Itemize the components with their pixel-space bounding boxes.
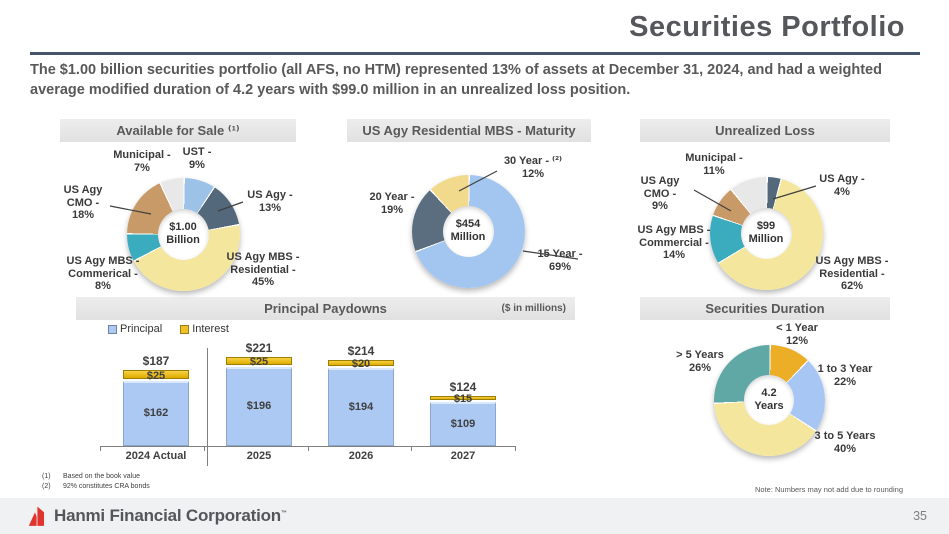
footer-brand-text: Hanmi Financial Corporation™ (54, 506, 287, 525)
legend-item-interest: Interest (180, 323, 229, 335)
donut-center-unrealized-loss: $99 Million (740, 207, 792, 259)
page-title: Securities Portfolio (629, 11, 905, 43)
x-axis (100, 446, 515, 447)
donut-label-unrealized-loss-3: US Agy CMO -9% (640, 175, 680, 212)
bar-interest-2026 (328, 359, 394, 367)
footnote-2: (2) 92% constitutes CRA bonds (42, 482, 150, 492)
donut-label-securities-duration-0: < 1 Year 12% (776, 322, 818, 347)
bar-principal-2027 (430, 401, 496, 446)
donut-label-us-agy-residential-mbs-maturity-1: 20 Year -19% (369, 191, 415, 216)
donut-label-us-agy-residential-mbs-maturity-2: 30 Year - ⁽²⁾ 12% (503, 155, 563, 180)
bar-interest-label-2024 Actual: $25 (146, 369, 166, 382)
donut-label-available-for-sale-2: US Agy MBS - Residential -45% (226, 251, 300, 288)
donut-label-unrealized-loss-1: US Agy MBS - Residential -62% (815, 255, 889, 292)
actual-forecast-divider (207, 348, 208, 466)
title-divider (30, 52, 920, 55)
panel-header-available-for-sale: Available for Sale ⁽¹⁾ (60, 119, 296, 142)
donut-label-available-for-sale-1: US Agy -13% (247, 189, 293, 214)
rounding-note: Note: Numbers may not add due to roundin… (754, 485, 903, 494)
donut-center-us-agy-residential-mbs-maturity: $454 Million (442, 205, 494, 257)
panel-header-maturity: US Agy Residential MBS - Maturity (347, 119, 591, 142)
panel-header-unrealized-loss: Unrealized Loss (640, 119, 890, 142)
donut-label-unrealized-loss-2: US Agy MBS - Commercial -14% (637, 224, 711, 261)
donut-securities-duration: 4.2 Years (713, 344, 825, 456)
bar-total-label-2026: $214 (347, 343, 375, 358)
donut-label-unrealized-loss-0: US Agy -4% (819, 173, 865, 198)
donut-center-available-for-sale: $1.00 Billion (157, 208, 209, 260)
footnote-1-number: (1) (42, 473, 51, 480)
bar-interest-label-2026: $20 (351, 357, 371, 370)
donut-label-available-for-sale-5: Municipal -7% (113, 149, 171, 174)
footnote-1: (1) Based on the book value (42, 472, 150, 482)
intro-text: The $1.00 billion securities portfolio (… (30, 62, 882, 98)
bar-interest-label-2027: $15 (453, 392, 473, 405)
bar-principal-label-2027: $109 (450, 417, 476, 430)
bar-principal-2024 Actual (123, 380, 189, 446)
donut-available-for-sale: $1.00 Billion (126, 177, 240, 291)
panel-header-principal-paydowns: Principal Paydowns ($ in millions) (76, 297, 575, 320)
donut-label-available-for-sale-3: US Agy MBS - Commerical -8% (66, 255, 140, 292)
x-axis-tick-0 (100, 446, 101, 451)
x-axis-tick-2 (308, 446, 309, 451)
panel-header-securities-duration: Securities Duration (640, 297, 890, 320)
bar-total-label-2025: $221 (245, 340, 273, 355)
bar-interest-2027 (430, 395, 496, 401)
x-axis-tick-3 (411, 446, 412, 451)
principal-paydowns-title: Principal Paydowns (264, 301, 387, 316)
bar-total-label-2024 Actual: $187 (142, 354, 170, 369)
legend-swatch-interest (180, 324, 190, 334)
donut-unrealized-loss: $99 Million (709, 176, 823, 290)
bar-principal-2025 (226, 366, 292, 446)
bar-interest-2025 (226, 356, 292, 366)
donut-label-unrealized-loss-4: Municipal -11% (685, 152, 743, 177)
page-number: 35 (913, 509, 927, 523)
footnote-2-number: (2) (42, 483, 51, 490)
category-label-2024 Actual: 2024 Actual (125, 450, 187, 462)
bar-principal-2026 (328, 367, 394, 446)
bar-interest-label-2025: $25 (249, 355, 269, 368)
bar-principal-label-2024 Actual: $162 (143, 407, 169, 420)
footer-bar: Hanmi Financial Corporation™ 35 (0, 498, 949, 534)
legend-swatch-principal (108, 324, 117, 334)
bar-total-label-2027: $124 (449, 379, 477, 394)
bar-principal-label-2026: $194 (348, 400, 374, 413)
bar-principal-label-2025: $196 (246, 400, 272, 413)
x-axis-tick-1 (204, 446, 205, 451)
donut-center-securities-duration: 4.2 Years (744, 375, 794, 425)
donut-label-securities-duration-2: 3 to 5 Years 40% (814, 430, 876, 455)
footnote-1-text: Based on the book value (62, 473, 141, 480)
footnote-2-text: 92% constitutes CRA bonds (62, 483, 150, 490)
donut-label-securities-duration-1: 1 to 3 Year 22% (817, 363, 873, 388)
category-label-2026: 2026 (348, 450, 374, 462)
donut-label-available-for-sale-4: US Agy CMO -18% (63, 184, 103, 221)
donut-label-available-for-sale-0: UST -9% (182, 146, 212, 171)
category-label-2025: 2025 (246, 450, 272, 462)
trademark-mark: ™ (280, 510, 287, 517)
hanmi-logo-icon (28, 506, 45, 526)
footnotes: (1) Based on the book value (2) 92% cons… (42, 472, 150, 492)
x-axis-tick-4 (515, 446, 516, 451)
bar-interest-2024 Actual (123, 370, 189, 380)
paydowns-legend: Principal Interest (108, 323, 229, 335)
donut-us-agy-residential-mbs-maturity: $454 Million (411, 174, 525, 288)
category-label-2027: 2027 (450, 450, 476, 462)
donut-label-securities-duration-3: > 5 Years 26% (676, 349, 724, 374)
units-note: ($ in millions) (501, 303, 566, 314)
donut-label-us-agy-residential-mbs-maturity-0: 15 Year -69% (537, 248, 583, 273)
legend-item-principal: Principal (108, 323, 162, 335)
